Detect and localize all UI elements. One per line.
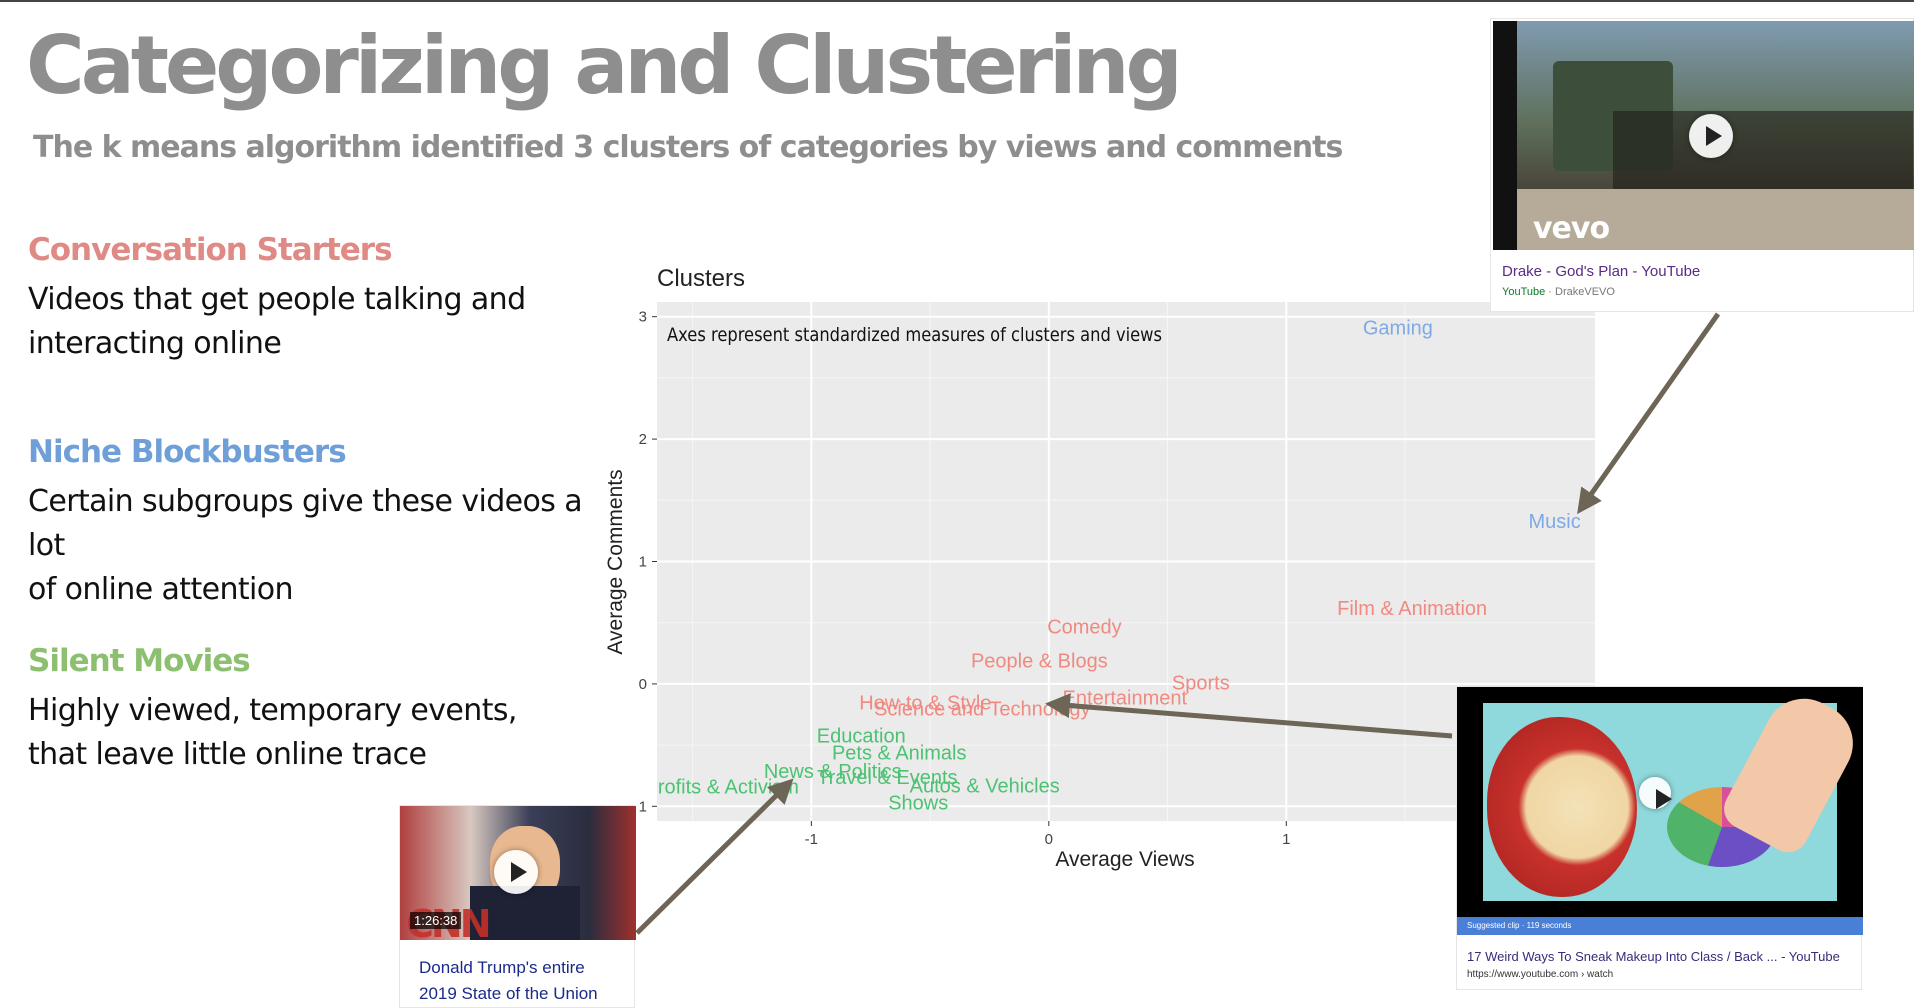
suggested-clip-bar: Suggested clip · 119 seconds <box>1457 917 1863 935</box>
slide-subtitle: The k means algorithm identified 3 clust… <box>33 130 1343 165</box>
point-label: Autos & Vehicles <box>910 776 1060 798</box>
x-axis-label: Average Views <box>1055 848 1194 871</box>
cluster-heading-silent-movies: Silent Movies <box>28 643 251 679</box>
point-label: Pets & Animals <box>832 742 967 764</box>
y-tick-label: 3 <box>639 309 647 326</box>
thumbnail-suit <box>470 886 580 940</box>
y-tick-label: 1 <box>639 554 647 571</box>
point-label: Sports <box>1172 673 1230 695</box>
point-label: Education <box>817 725 906 747</box>
video-url: https://www.youtube.com › watch <box>1467 969 1614 980</box>
video-source-site: YouTube <box>1502 286 1546 298</box>
play-icon[interactable] <box>494 850 538 894</box>
y-tick-label: 2 <box>639 431 647 448</box>
chart-annotation: Axes represent standardized measures of … <box>667 324 1162 346</box>
video-card-trump[interactable]: CNN 1:26:38 Donald Trump's entire 2019 S… <box>399 805 636 1008</box>
slide-title: Categorizing and Clustering <box>26 19 1183 112</box>
description-line: Videos that get people talking and <box>28 282 526 317</box>
thumbnail-people <box>1613 111 1913 201</box>
x-tick-label: -1 <box>805 831 818 848</box>
point-label: Gaming <box>1363 318 1433 340</box>
video-title-line-1[interactable]: Donald Trump's entire <box>419 958 585 977</box>
top-border <box>0 0 1914 2</box>
description-line: Certain subgroups give these videos a lo… <box>28 484 583 563</box>
point-label: Nonprofits & Activism <box>610 777 799 799</box>
chart-title: Clusters <box>657 265 745 292</box>
play-icon[interactable] <box>1689 114 1733 158</box>
video-title-link[interactable]: 17 Weird Ways To Sneak Makeup Into Class… <box>1467 949 1840 964</box>
description-line: Highly viewed, temporary events, <box>28 693 517 728</box>
point-label: Film & Animation <box>1337 598 1487 620</box>
source-separator: · <box>1548 286 1556 298</box>
cluster-description-silent-movies: Highly viewed, temporary events, that le… <box>28 689 588 777</box>
thumbnail-frame-edge <box>1493 21 1517 250</box>
point-label: Music <box>1529 511 1581 533</box>
point-label: Comedy <box>1047 616 1121 638</box>
vevo-logo: vevo <box>1533 211 1610 246</box>
cluster-heading-conversation-starters: Conversation Starters <box>28 232 393 268</box>
point-label: Travel & Events <box>817 767 957 789</box>
point-label: News & Politics <box>764 761 902 783</box>
annotation-arrow <box>635 778 794 935</box>
video-channel: DrakeVEVO <box>1555 286 1615 298</box>
thumbnail-ground <box>1517 189 1914 250</box>
annotation-arrow <box>1577 312 1721 515</box>
cluster-description-niche-blockbusters: Certain subgroups give these videos a lo… <box>28 480 588 612</box>
description-line: interacting online <box>28 326 282 361</box>
y-tick-label: 0 <box>639 676 647 693</box>
video-source: YouTube · DrakeVEVO <box>1502 286 1615 298</box>
point-label-group: Gaming Music Film & Animation Comedy People … <box>610 318 1581 815</box>
x-tick-label: 1 <box>1282 831 1290 848</box>
description-line: that leave little online trace <box>28 737 427 772</box>
video-thumbnail[interactable]: CNN 1:26:38 <box>400 806 636 940</box>
video-thumbnail[interactable]: vevo <box>1493 21 1914 250</box>
play-icon[interactable] <box>1639 777 1672 809</box>
thumbnail-apple <box>1487 717 1637 897</box>
video-duration: 1:26:38 <box>410 912 462 929</box>
y-axis-label: Average Comments <box>604 469 627 654</box>
y-tick-label: 1 <box>639 798 647 815</box>
point-label: Entertainment <box>1063 687 1188 709</box>
video-thumbnail[interactable] <box>1457 687 1863 917</box>
annotation-arrow <box>1045 693 1453 739</box>
cluster-description-conversation-starters: Videos that get people talking and inter… <box>28 278 588 366</box>
video-title-line-2[interactable]: 2019 State of the Union <box>419 984 598 1003</box>
video-card-drake[interactable]: vevo Drake - God's Plan - YouTube YouTub… <box>1490 18 1914 312</box>
point-label: People & Blogs <box>971 651 1108 673</box>
description-line: of online attention <box>28 572 294 607</box>
video-card-makeup[interactable]: Suggested clip · 119 seconds 17 Weird Wa… <box>1456 686 1863 990</box>
point-label: Shows <box>888 793 948 815</box>
cluster-heading-niche-blockbusters: Niche Blockbusters <box>28 434 347 470</box>
point-label: Science and Technology <box>874 698 1090 720</box>
video-title-link[interactable]: Drake - God's Plan - YouTube <box>1502 263 1701 280</box>
point-label: How-to & Style <box>859 692 991 714</box>
x-tick-label: 0 <box>1045 831 1053 848</box>
